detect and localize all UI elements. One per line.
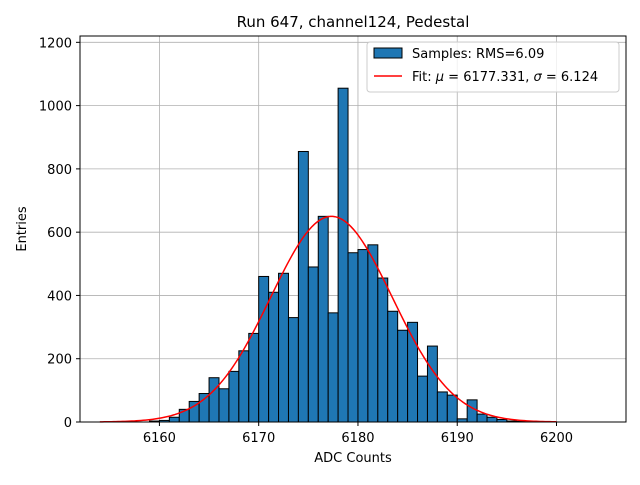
histogram-bar (377, 277, 389, 423)
histogram-bar (446, 394, 458, 423)
axis-ticks: 6160 6170 6180 6190 6200 0 200 400 600 800 1000 120… (39, 36, 573, 446)
histogram-bar (208, 377, 220, 423)
x-tick-label: 6170 (242, 431, 275, 446)
y-tick-label: 200 (47, 353, 72, 368)
histogram-bar (278, 272, 289, 423)
histogram-bar (238, 350, 250, 423)
histogram-bar (436, 391, 448, 423)
x-axis-label: ADC Counts (314, 451, 392, 466)
legend-samples-swatch (373, 47, 403, 59)
histogram-bar (397, 329, 409, 423)
histogram-bar (327, 312, 339, 423)
histogram-bar (248, 332, 260, 423)
histogram-bar (287, 317, 299, 423)
chart-title: Run 647, channel124, Pedestal (237, 13, 470, 31)
histogram-bar (198, 393, 210, 423)
histogram-bar (466, 399, 478, 423)
x-tick-label: 6180 (341, 431, 374, 446)
plot-frame (79, 35, 627, 423)
legend-sigma-symbol: σ (534, 70, 543, 85)
y-tick-label: 1200 (39, 36, 72, 51)
y-tick-label: 800 (47, 163, 72, 178)
histogram-bar (337, 87, 349, 423)
histogram-bar (347, 252, 359, 423)
histogram-bar (268, 291, 280, 423)
histogram-bar (387, 310, 399, 423)
y-tick-label: 600 (47, 226, 72, 241)
histogram-bar (228, 370, 240, 423)
legend-samples-label: Samples: RMS=6.09 (412, 47, 544, 62)
legend-sigma-value: = 6.124 (542, 70, 598, 85)
y-axis-label: Entries (15, 206, 30, 252)
histogram-bar (168, 416, 180, 423)
histogram-bar (218, 388, 230, 423)
legend-fit-prefix: Fit: (412, 70, 436, 85)
legend-mu-symbol: μ (435, 70, 444, 85)
legend-box (366, 41, 620, 93)
legend-fit-label: Fit: μ = 6177.331, σ = 6.124 (412, 70, 598, 85)
histogram-bar (486, 416, 498, 423)
y-tick-label: 1000 (39, 100, 72, 115)
histogram-bar (297, 150, 309, 423)
fit-curve (99, 215, 557, 423)
histogram-bar (426, 345, 438, 423)
histogram-bars (148, 87, 528, 423)
histogram-bar (417, 375, 428, 423)
histogram-bar (476, 413, 488, 423)
x-tick-label: 6190 (441, 431, 474, 446)
histogram-bar (258, 275, 270, 423)
y-tick-label: 0 (64, 416, 72, 431)
x-tick-label: 6160 (143, 431, 176, 446)
x-tick-label: 6200 (540, 431, 573, 446)
legend: Samples: RMS=6.09 Fit: μ = 6177.331, σ =… (366, 41, 620, 93)
y-tick-label: 400 (47, 289, 72, 304)
histogram-bar (367, 244, 379, 423)
grid-lines (80, 36, 626, 423)
histogram-bar (307, 266, 319, 423)
fit-curve-group (99, 215, 557, 423)
legend-mu-value: = 6177.331, (444, 70, 533, 85)
histogram-bar (317, 215, 329, 423)
histogram-bar (357, 249, 369, 423)
